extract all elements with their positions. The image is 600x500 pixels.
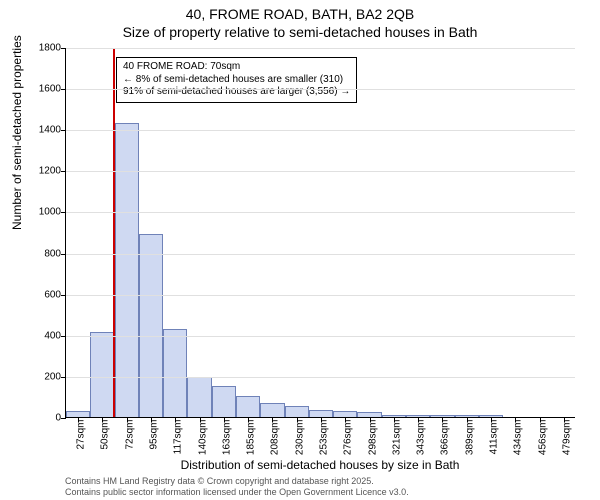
plot-area: 40 FROME ROAD: 70sqm← 8% of semi-detache… — [65, 48, 575, 418]
gridline — [66, 295, 575, 296]
ytick-mark — [61, 89, 66, 90]
chart-container: 40, FROME ROAD, BATH, BA2 2QB Size of pr… — [0, 0, 600, 500]
annotation-line: 91% of semi-detached houses are larger (… — [123, 86, 350, 99]
xtick-label: 389sqm — [464, 420, 475, 456]
histogram-bar — [139, 234, 163, 417]
xtick-label: 366sqm — [440, 420, 451, 456]
ytick-mark — [61, 377, 66, 378]
ytick-mark — [61, 171, 66, 172]
xtick-label: 321sqm — [391, 420, 402, 456]
ytick-label: 1400 — [26, 125, 61, 136]
attribution-line1: Contains HM Land Registry data © Crown c… — [65, 476, 374, 486]
xtick-label: 230sqm — [294, 420, 305, 456]
histogram-bar — [309, 410, 333, 417]
xtick-label: 185sqm — [246, 420, 257, 456]
ytick-label: 1000 — [26, 207, 61, 218]
xtick-label: 117sqm — [173, 420, 184, 455]
histogram-bar — [163, 329, 187, 417]
ytick-mark — [61, 418, 66, 419]
ytick-label: 1200 — [26, 166, 61, 177]
histogram-bar — [115, 123, 139, 417]
ytick-mark — [61, 130, 66, 131]
xtick-label: 140sqm — [197, 420, 208, 456]
ytick-label: 1800 — [26, 43, 61, 54]
gridline — [66, 48, 575, 49]
xtick-label: 434sqm — [513, 420, 524, 456]
gridline — [66, 171, 575, 172]
annotation-box: 40 FROME ROAD: 70sqm← 8% of semi-detache… — [116, 57, 357, 103]
ytick-label: 600 — [26, 289, 61, 300]
ytick-mark — [61, 48, 66, 49]
reference-line — [113, 48, 115, 417]
xtick-label: 411sqm — [489, 420, 500, 455]
histogram-bar — [187, 377, 211, 417]
ytick-mark — [61, 295, 66, 296]
ytick-label: 200 — [26, 371, 61, 382]
chart-title-line1: 40, FROME ROAD, BATH, BA2 2QB — [0, 6, 600, 22]
xtick-label: 72sqm — [124, 420, 135, 450]
xtick-label: 276sqm — [343, 420, 354, 456]
gridline — [66, 336, 575, 337]
xtick-label: 163sqm — [221, 420, 232, 456]
xtick-label: 298sqm — [367, 420, 378, 456]
ytick-label: 0 — [26, 413, 61, 424]
xtick-label: 343sqm — [416, 420, 427, 456]
x-axis-label: Distribution of semi-detached houses by … — [65, 458, 575, 472]
histogram-bar — [236, 396, 260, 417]
xtick-label: 456sqm — [537, 420, 548, 456]
ytick-label: 800 — [26, 248, 61, 259]
y-axis-label: Number of semi-detached properties — [10, 35, 24, 230]
ytick-mark — [61, 212, 66, 213]
ytick-label: 1600 — [26, 84, 61, 95]
xtick-label: 208sqm — [270, 420, 281, 456]
gridline — [66, 89, 575, 90]
histogram-bar — [90, 332, 114, 417]
annotation-line: ← 8% of semi-detached houses are smaller… — [123, 74, 350, 87]
bars-layer — [66, 48, 575, 417]
attribution-line2: Contains public sector information licen… — [65, 487, 409, 497]
gridline — [66, 254, 575, 255]
chart-title-line2: Size of property relative to semi-detach… — [0, 24, 600, 40]
xtick-label: 253sqm — [319, 420, 330, 456]
ytick-label: 400 — [26, 330, 61, 341]
histogram-bar — [260, 403, 284, 417]
gridline — [66, 212, 575, 213]
xtick-label: 95sqm — [149, 420, 160, 450]
xtick-label: 50sqm — [100, 420, 111, 450]
xtick-label: 479sqm — [561, 420, 572, 456]
histogram-bar — [285, 406, 309, 417]
histogram-bar — [212, 386, 236, 417]
gridline — [66, 130, 575, 131]
ytick-mark — [61, 336, 66, 337]
xtick-label: 27sqm — [76, 420, 87, 450]
gridline — [66, 377, 575, 378]
ytick-mark — [61, 254, 66, 255]
annotation-line: 40 FROME ROAD: 70sqm — [123, 61, 350, 74]
